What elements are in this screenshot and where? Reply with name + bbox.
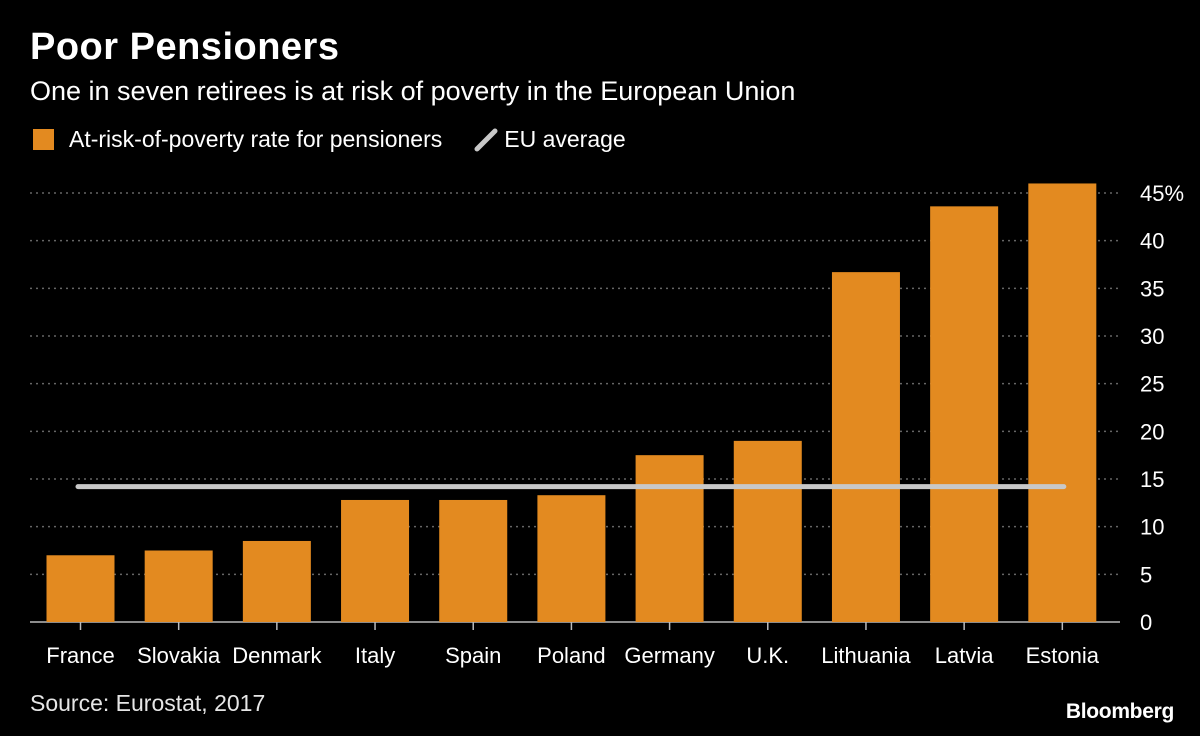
bar-uk [733, 440, 802, 622]
bar-spain [439, 499, 508, 622]
bloomberg-logo: Bloomberg [1065, 700, 1174, 723]
x-tick-label: Slovakia [137, 643, 221, 668]
legend-bar-label: At-risk-of-poverty rate for pensioners [69, 126, 443, 152]
x-tick-label: Spain [445, 643, 501, 668]
x-tick-label: Italy [355, 643, 395, 668]
x-tick-label: Poland [537, 643, 606, 668]
y-tick-label: 45% [1140, 181, 1184, 206]
x-tick-label: U.K. [746, 643, 789, 668]
x-tick-label: Denmark [232, 643, 322, 668]
bar-france [46, 555, 115, 622]
legend-line-label: EU average [504, 126, 626, 152]
bar-italy [341, 499, 410, 622]
bar-germany [635, 455, 704, 622]
chart-title: Poor Pensioners [30, 26, 340, 68]
y-tick-label: 5 [1140, 562, 1152, 587]
y-tick-label: 35 [1140, 276, 1164, 301]
legend-line-swatch [474, 128, 498, 151]
bar-lithuania [831, 272, 900, 622]
y-tick-label: 25 [1140, 372, 1164, 397]
y-tick-label: 15 [1140, 467, 1164, 492]
legend-bar-swatch [33, 129, 54, 150]
x-tick-label: Latvia [935, 643, 994, 668]
y-tick-label: 40 [1140, 229, 1164, 254]
y-tick-label: 30 [1140, 324, 1164, 349]
bar-slovakia [144, 550, 213, 622]
bar-estonia [1028, 183, 1097, 622]
y-tick-label: 20 [1140, 419, 1164, 444]
chart-subtitle: One in seven retirees is at risk of pove… [30, 76, 796, 106]
x-tick-label: Lithuania [821, 643, 911, 668]
x-tick-label: Germany [624, 643, 714, 668]
bar-poland [537, 495, 606, 622]
x-tick-label: France [46, 643, 114, 668]
source-note: Source: Eurostat, 2017 [30, 690, 266, 716]
bar-denmark [242, 540, 311, 622]
legend: At-risk-of-poverty rate for pensioners E… [33, 126, 626, 153]
x-tick-label: Estonia [1026, 643, 1100, 668]
y-tick-label: 0 [1140, 610, 1152, 635]
bar-latvia [930, 206, 999, 622]
y-tick-label: 10 [1140, 515, 1164, 540]
